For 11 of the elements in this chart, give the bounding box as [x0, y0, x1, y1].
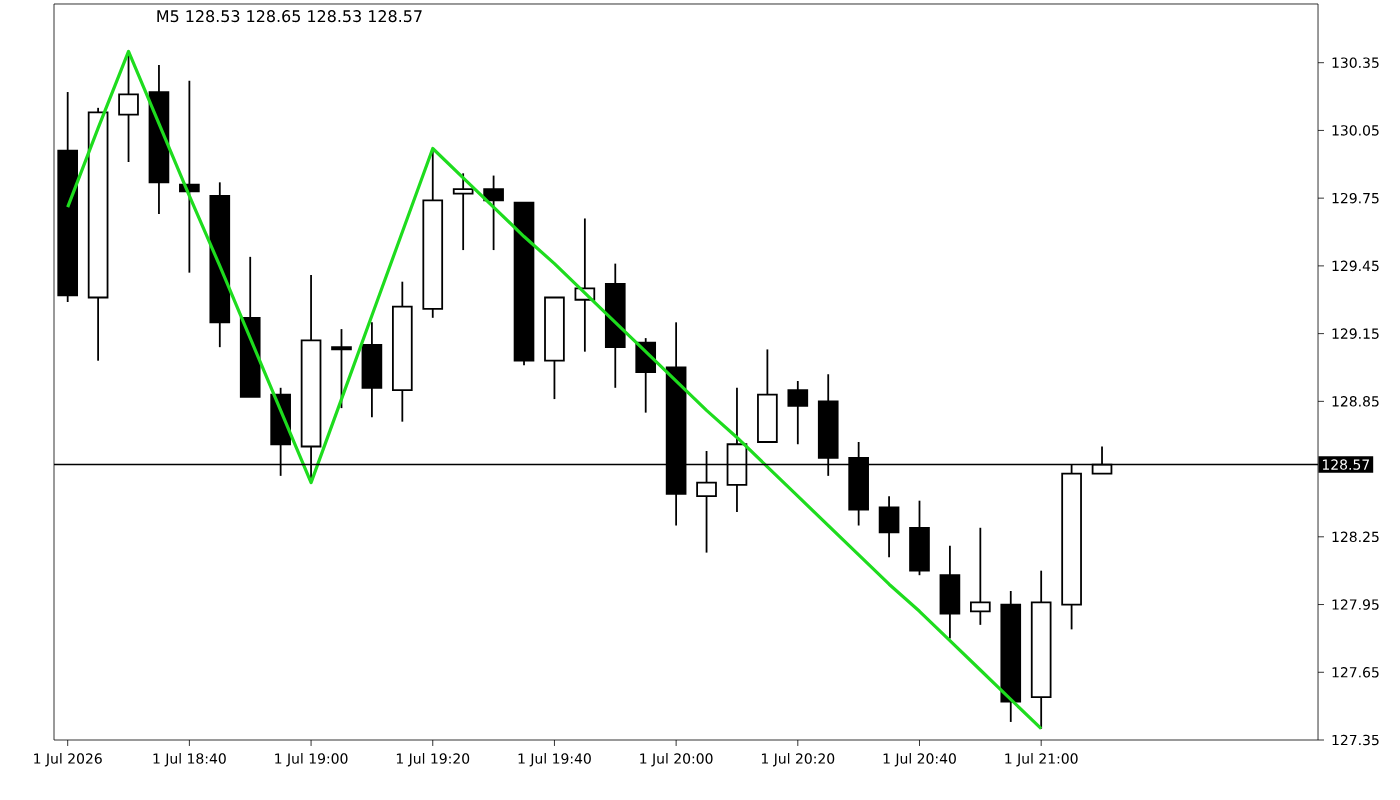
candlestick [939, 544, 961, 640]
candlestick [878, 495, 900, 559]
candlestick [483, 174, 504, 251]
candlestick [452, 172, 474, 251]
candlestick [757, 348, 778, 443]
candlestick [970, 526, 991, 626]
candlestick [331, 328, 352, 410]
candlestick [118, 50, 139, 163]
candlestick [909, 499, 930, 577]
candlestick [361, 321, 383, 419]
candlestick [787, 380, 809, 446]
